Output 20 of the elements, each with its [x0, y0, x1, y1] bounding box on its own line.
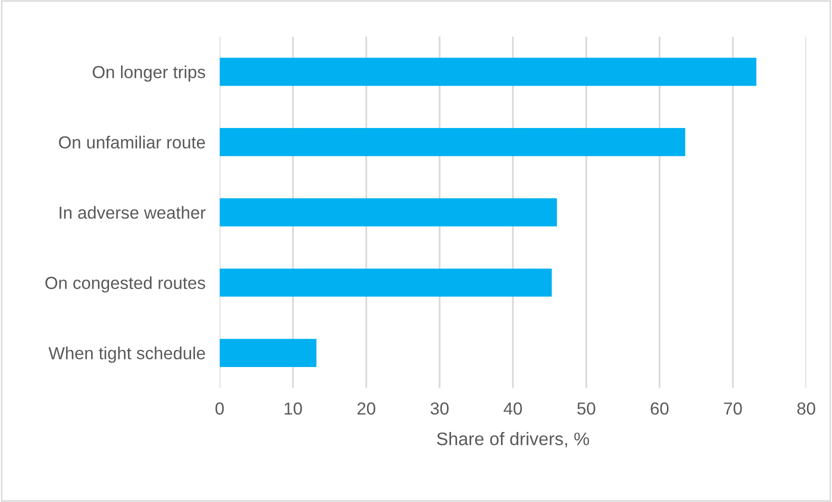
bar — [220, 268, 552, 297]
x-tick-label: 30 — [430, 402, 449, 415]
x-tick-label: 70 — [724, 402, 742, 415]
x-tick-label: 0 — [216, 402, 224, 415]
bar — [220, 128, 686, 156]
x-axis-title: Share of drivers, % — [436, 432, 590, 448]
x-tick-label: 40 — [504, 402, 522, 415]
bar — [220, 198, 557, 226]
y-tick-label: On congested routes — [45, 276, 206, 293]
x-tick-label: 60 — [650, 402, 669, 415]
x-tick-label: 50 — [577, 402, 596, 415]
x-tick-label: 20 — [358, 402, 376, 415]
y-tick-label: On longer trips — [92, 65, 206, 82]
y-tick-label: In adverse weather — [60, 206, 206, 219]
x-tick-label: 80 — [797, 402, 816, 415]
bar — [220, 338, 316, 367]
bar — [220, 58, 756, 86]
y-tick-label: When tight schedule — [48, 346, 205, 363]
x-tick-label: 10 — [284, 402, 302, 415]
y-tick-label: On unfamiliar route — [58, 136, 205, 149]
